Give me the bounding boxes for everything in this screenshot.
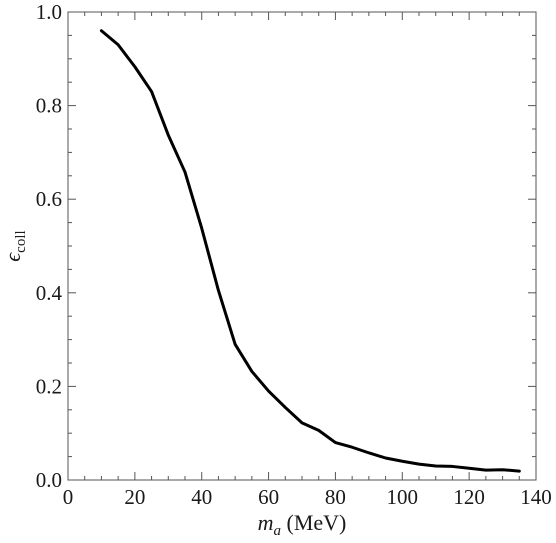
y-tick-label: 0.2 bbox=[36, 374, 62, 398]
axis-ticks bbox=[67, 11, 537, 481]
x-tick-label: 100 bbox=[387, 485, 419, 509]
y-tick-label: 0.4 bbox=[36, 281, 63, 305]
x-tick-label: 0 bbox=[63, 485, 74, 509]
x-tick-label: 20 bbox=[124, 485, 145, 509]
y-axis-label: ϵcoll bbox=[0, 230, 29, 261]
x-axis-label: ma (MeV) bbox=[258, 510, 347, 539]
plot-frame bbox=[67, 11, 537, 481]
y-tick-label: 1.0 bbox=[36, 0, 62, 24]
x-tick-label: 60 bbox=[258, 485, 279, 509]
x-tick-label: 140 bbox=[520, 485, 552, 509]
tick-labels: 0 20 40 60 80 100 120 140 0.0 0.2 0.4 0.6 0.8 1.0 bbox=[36, 0, 552, 509]
x-tick-label: 40 bbox=[191, 485, 212, 509]
series-layer bbox=[99, 29, 521, 473]
y-tick-label: 0.8 bbox=[36, 94, 62, 118]
y-tick-label: 0.6 bbox=[36, 187, 62, 211]
x-tick-label: 80 bbox=[325, 485, 346, 509]
x-tick-label: 120 bbox=[453, 485, 485, 509]
y-tick-label: 0.0 bbox=[36, 468, 62, 492]
series-line bbox=[99, 29, 521, 473]
